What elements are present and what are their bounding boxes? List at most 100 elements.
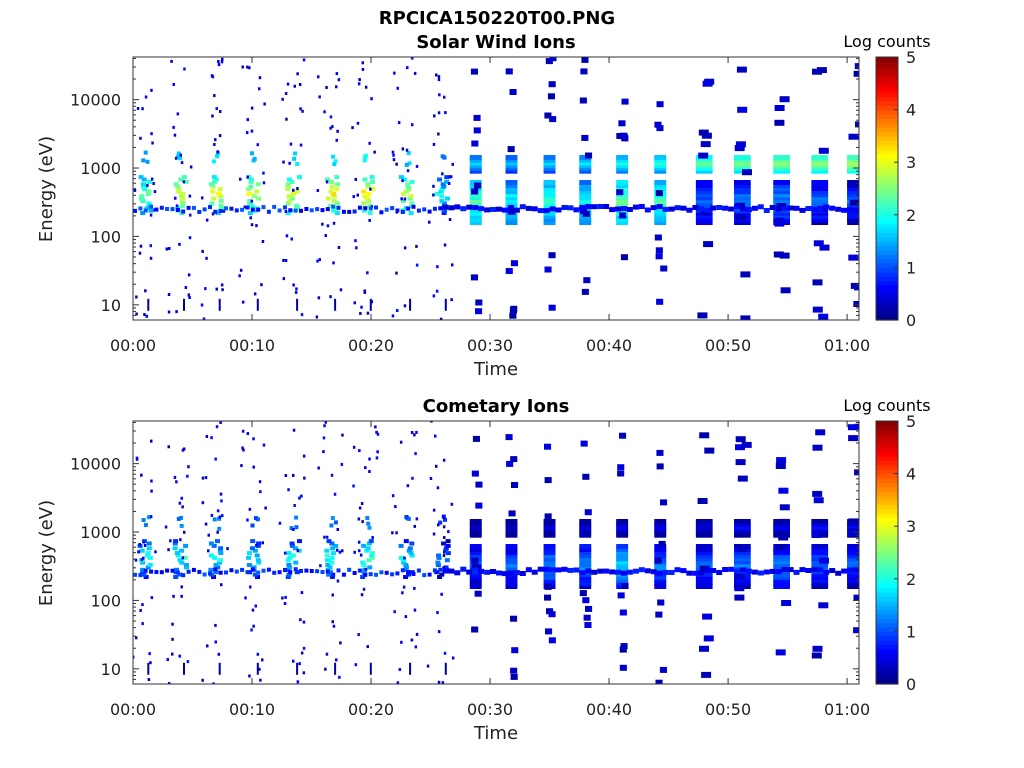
spectrogram-cell (369, 662, 372, 675)
spectrogram-cell (361, 543, 367, 548)
spectrogram-cell (328, 570, 333, 575)
spectrogram-cell (251, 608, 255, 612)
spectrogram-cell (437, 523, 440, 527)
spectrogram-cell (167, 682, 171, 684)
spectrogram-cell (369, 551, 375, 556)
spectrogram-cell (734, 186, 751, 192)
spectrogram-cell (778, 487, 789, 494)
spectrogram-cell (141, 177, 147, 182)
spectrogram-cell (252, 548, 258, 553)
spectrogram-cell (454, 570, 461, 576)
spectrogram-cell (151, 141, 154, 145)
spectrogram-cell (616, 544, 629, 549)
spectrogram-cell (178, 177, 184, 182)
spectrogram-cell (537, 566, 544, 572)
spectrogram-cell (262, 181, 266, 185)
colorbar-segment (876, 140, 898, 146)
spectrogram-cell (197, 569, 202, 574)
spectrogram-cell (336, 548, 339, 552)
spectrogram-cell (847, 186, 859, 192)
spectrogram-cell (695, 180, 713, 185)
spectrogram-cell (250, 129, 254, 133)
spectrogram-cell (285, 575, 291, 579)
spectrogram-cell (537, 208, 544, 214)
colorbar-segment (876, 201, 898, 207)
spectrogram-cell (469, 571, 482, 577)
spectrogram-cell (469, 195, 482, 201)
spectrogram-cell (259, 490, 262, 494)
spectrogram-cell (408, 551, 414, 556)
spectrogram-cell (366, 645, 369, 649)
axes-cometary: 00:00 00:10 00:20 00:30 00:40 00:50 01:0010100… (70, 420, 870, 719)
spectrogram-cell (543, 220, 556, 225)
spectrogram-cell (362, 158, 367, 163)
colorbar-segment (876, 583, 898, 589)
spectrogram-cell (543, 216, 556, 222)
spectrogram-cell (262, 443, 266, 447)
spectrogram-cell (695, 189, 713, 195)
colorbar-segment (876, 149, 898, 155)
spectrogram-cell (181, 573, 186, 578)
spectrogram-cell (330, 516, 335, 520)
spectrogram-cell (519, 204, 526, 210)
spectrogram-cell (626, 569, 633, 575)
spectrogram-cell (395, 162, 398, 166)
spectrogram-cell (616, 201, 629, 207)
colorbar-segment (876, 627, 898, 632)
colorbar-segment (876, 521, 898, 527)
spectrogram-cell (133, 208, 137, 213)
spectrogram-cell (297, 175, 302, 180)
spectrogram-cell (443, 536, 446, 539)
spectrogram-cell (296, 549, 300, 552)
spectrogram-cell (167, 445, 170, 449)
spectrogram-cell (567, 205, 574, 211)
spectrogram-cell (293, 567, 298, 572)
spectrogram-cell (167, 310, 171, 314)
spectrogram-cell (246, 65, 249, 69)
spectrogram-cell (294, 525, 299, 530)
spectrogram-cell (261, 568, 266, 573)
spectrogram-cell (579, 186, 592, 192)
spectrogram-cell (680, 568, 687, 574)
spectrogram-cell (847, 547, 859, 552)
spectrogram-cell (336, 568, 341, 573)
spectrogram-cell (140, 560, 146, 565)
spectrogram-cell (332, 162, 337, 167)
spectrogram-cell (700, 141, 711, 148)
spectrogram-cell (505, 574, 518, 580)
spectrogram-cell (143, 150, 148, 155)
colorbar-segment (876, 456, 898, 462)
spectrogram-cell (146, 184, 149, 188)
spectrogram-cell (853, 567, 859, 573)
spectrogram-cell (367, 203, 373, 208)
spectrogram-cell (811, 527, 829, 533)
colorbar-segment (876, 495, 898, 501)
colorbar-segment (876, 425, 898, 431)
spectrogram-cell (695, 198, 713, 204)
spectrogram-cell (363, 206, 368, 211)
spectrogram-cell (284, 595, 287, 599)
spectrogram-cell (250, 199, 254, 203)
spectrogram-cell (544, 513, 552, 520)
spectrogram-cell (292, 428, 296, 432)
spectrogram-cell (302, 620, 306, 624)
spectrogram-cell (811, 571, 829, 577)
y-tick-label: 10 (101, 296, 121, 315)
spectrogram-cell (218, 546, 224, 551)
spectrogram-cell (695, 216, 713, 222)
spectrogram-cell (171, 622, 174, 626)
spectrogram-cell (186, 474, 189, 478)
spectrogram-cell (811, 580, 829, 586)
spectrogram-cell (734, 204, 740, 210)
spectrogram-cell (330, 551, 336, 556)
spectrogram-cell (341, 549, 344, 553)
spectrogram-cell (205, 435, 209, 438)
spectrogram-cell (212, 517, 217, 522)
spectrogram-cell (211, 175, 217, 180)
spectrogram-cell (294, 189, 300, 194)
spectrogram-cell (734, 220, 751, 225)
spectrogram-cell (304, 207, 309, 211)
spectrogram-cell (469, 524, 482, 530)
spectrogram-cell (181, 505, 184, 509)
spectrogram-cell (427, 572, 432, 577)
